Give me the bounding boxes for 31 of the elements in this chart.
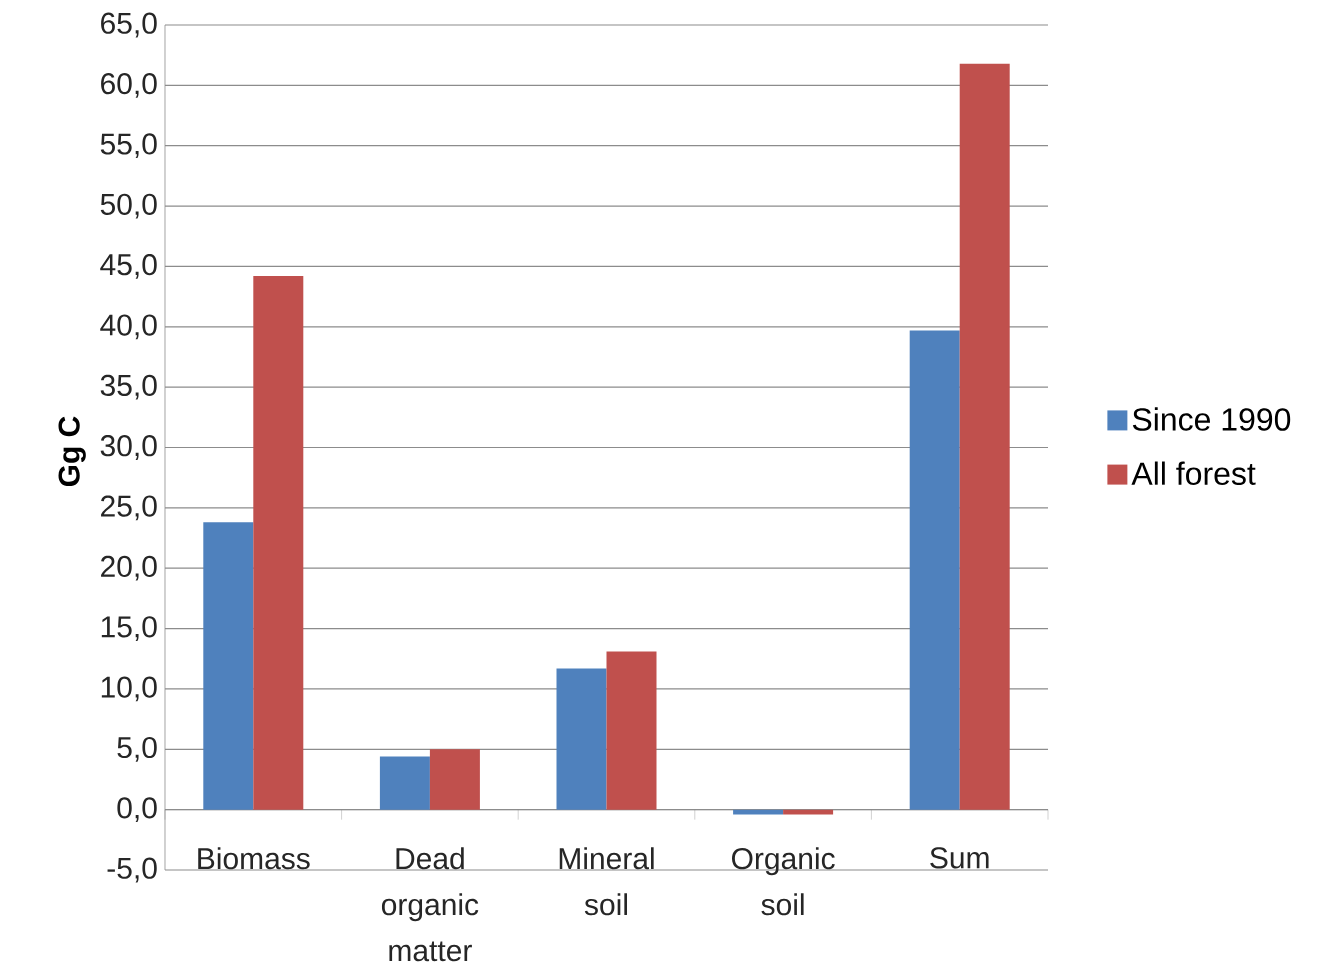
x-tick-label: Organic soil (731, 847, 835, 916)
y-tick-label: 55,0 (100, 133, 157, 159)
x-tick-label: Dead organic matter (381, 847, 479, 962)
y-tick-label: 15,0 (101, 616, 157, 641)
y-tick-label: 10,0 (101, 676, 157, 702)
legend-label: Since 1990 (1132, 407, 1291, 431)
bar (909, 330, 960, 810)
y-tick-label: 45,0 (100, 254, 157, 279)
y-tick-label: 50,0 (100, 193, 157, 219)
y-tick-label: 40,0 (100, 314, 157, 340)
y-tick-label: 25,0 (101, 495, 157, 521)
x-tick-label: Biomass (198, 847, 310, 870)
y-tick-label: 65,0 (101, 12, 157, 38)
bar (606, 651, 657, 810)
y-tick-label: 35,0 (100, 374, 157, 400)
y-axis-title: Gg C (58, 416, 86, 487)
legend-label: All forest (1131, 461, 1256, 485)
y-tick-label: -5,0 (107, 857, 157, 883)
x-tick-label: Mineral soil (559, 847, 654, 916)
bar (203, 522, 254, 810)
bar (556, 668, 607, 810)
bar (959, 63, 1010, 810)
bar (429, 749, 480, 810)
y-tick-label: 60,0 (101, 72, 157, 98)
x-tick-label: Sum (930, 847, 989, 869)
y-tick-label: 20,0 (101, 555, 157, 581)
bar (253, 276, 304, 810)
y-tick-label: 0,0 (117, 797, 157, 823)
bar (379, 756, 430, 810)
y-tick-label: 30,0 (100, 435, 157, 460)
y-tick-label: 5,0 (117, 736, 157, 762)
